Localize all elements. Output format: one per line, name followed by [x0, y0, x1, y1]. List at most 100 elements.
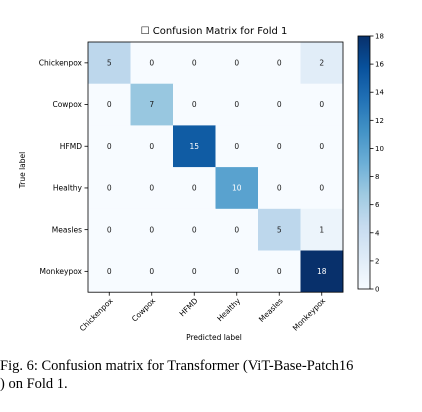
heatmap-cell-labels: 5 0 0 0 0 20 7 0 0 0 00 0 15 0 0 00 0 0 10 0 00 0 0 0 5 10 0 0 0 0 18	[107, 58, 327, 276]
cell-value-label: 0	[149, 267, 154, 276]
heatmap-cell	[258, 208, 301, 251]
x-axis-label: Predicted label	[186, 333, 242, 342]
figure-caption: Fig. 6: Confusion matrix for Transformer…	[0, 357, 422, 393]
y-tick-label: Measles	[52, 225, 82, 234]
heatmap-cell	[258, 167, 301, 210]
cell-value-label: 10	[232, 184, 242, 193]
heatmap-cells	[88, 42, 344, 293]
heatmap-cell	[88, 208, 131, 251]
heatmap-cell	[258, 42, 301, 84]
cell-value-label: 0	[107, 142, 112, 151]
y-axis-label: True label	[18, 152, 27, 189]
heatmap-cell	[215, 125, 259, 168]
cell-value-label: 0	[277, 184, 282, 193]
cell-value-label: 0	[192, 184, 197, 193]
heatmap-cell	[215, 208, 259, 251]
heatmap-cell	[130, 125, 174, 168]
cell-value-label: 0	[149, 142, 154, 151]
cell-value-label: 2	[319, 58, 324, 67]
heatmap-cell	[215, 83, 259, 126]
colorbar-gradient	[357, 35, 371, 290]
colorbar-tick-label: 0	[375, 286, 379, 294]
x-tick-label: Measles	[257, 296, 285, 324]
y-tick-label: Healthy	[53, 184, 83, 193]
heatmap-cell	[215, 250, 259, 293]
cell-value-label: 0	[234, 100, 239, 109]
heatmap-cell	[300, 250, 344, 293]
cell-value-label: 1	[319, 225, 324, 234]
caption-line-1: Fig. 6: Confusion matrix for Transformer…	[0, 358, 354, 374]
cell-value-label: 0	[192, 267, 197, 276]
heatmap-cell	[215, 42, 259, 84]
heatmap-cell	[173, 83, 216, 126]
heatmap-cell	[173, 42, 216, 84]
heatmap-cell	[173, 167, 216, 210]
colorbar-tick-label: 12	[375, 117, 384, 125]
cell-value-label: 0	[107, 225, 112, 234]
y-tick-label: Monkeypox	[40, 267, 83, 276]
colorbar-tick-label: 2	[375, 257, 379, 265]
colorbar-tick-label: 10	[375, 145, 384, 153]
heatmap-cell	[130, 42, 174, 84]
confusion-matrix-chart: ☐ Confusion Matrix for Fold 1 5 0 0 0 0 20 7 0 0…	[18, 26, 384, 342]
cell-value-label: 0	[319, 184, 324, 193]
cell-value-label: 0	[277, 267, 282, 276]
y-tick-label: Chickenpox	[39, 58, 83, 67]
colorbar-tick-label: 6	[375, 201, 380, 209]
cell-value-label: 18	[317, 267, 327, 276]
cell-value-label: 0	[277, 142, 282, 151]
heatmap-cell	[88, 125, 131, 168]
cell-value-label: 0	[107, 100, 112, 109]
cell-value-label: 0	[192, 58, 197, 67]
heatmap-cell	[258, 250, 301, 293]
x-tick-labels: Chickenpox Cowpox HFMD Healthy Measles Monkey…	[78, 292, 328, 333]
heatmap-cell	[88, 42, 131, 84]
cell-value-label: 7	[149, 100, 154, 109]
cell-value-label: 0	[234, 267, 239, 276]
cell-value-label: 0	[319, 100, 324, 109]
heatmap-cell	[88, 83, 131, 126]
heatmap-cell	[258, 125, 301, 168]
cell-value-label: 0	[277, 100, 282, 109]
heatmap-cell	[173, 125, 216, 168]
y-tick-label: HFMD	[60, 142, 82, 151]
heatmap-cell	[300, 83, 344, 126]
heatmap-cell	[300, 42, 344, 84]
cell-value-label: 0	[234, 225, 239, 234]
cell-value-label: 0	[107, 184, 112, 193]
colorbar-tick-label: 4	[375, 229, 380, 237]
heatmap-cell	[88, 250, 131, 293]
cell-value-label: 0	[149, 58, 154, 67]
cell-value-label: 15	[189, 142, 199, 151]
heatmap-cell	[215, 167, 259, 210]
heatmap-cell	[130, 83, 174, 126]
y-tick-labels: Chickenpox Cowpox HFMD Healthy Measles Monkey…	[39, 58, 88, 276]
x-tick-label: Healthy	[215, 296, 242, 323]
heatmap-cell	[300, 208, 344, 251]
cell-value-label: 0	[149, 225, 154, 234]
heatmap-cell	[130, 250, 174, 293]
heatmap-cell	[300, 167, 344, 210]
colorbar-tick-label: 14	[375, 89, 384, 97]
cell-value-label: 0	[234, 58, 239, 67]
x-tick-label: Chickenpox	[78, 296, 115, 333]
y-tick-label: Cowpox	[52, 100, 82, 109]
heatmap-cell	[130, 208, 174, 251]
cell-value-label: 0	[149, 184, 154, 193]
cell-value-label: 0	[277, 58, 282, 67]
heatmap-cell	[88, 167, 131, 210]
cell-value-label: 5	[277, 225, 282, 234]
x-tick-label: HFMD	[178, 296, 200, 318]
x-tick-label: Cowpox	[130, 296, 158, 324]
cell-value-label: 0	[107, 267, 112, 276]
x-tick-label: Monkeypox	[291, 296, 328, 333]
colorbar-tick-label: 16	[375, 61, 384, 69]
colorbar-tick-label: 8	[375, 173, 379, 181]
cell-value-label: 0	[234, 142, 239, 151]
cell-value-label: 0	[319, 142, 324, 151]
heatmap-cell	[300, 125, 344, 168]
colorbar: 0 2 4 6 8 10 12 14 16 18	[357, 33, 384, 294]
heatmap-cell	[173, 250, 216, 293]
heatmap-cell	[173, 208, 216, 251]
cell-value-label: 0	[192, 100, 197, 109]
